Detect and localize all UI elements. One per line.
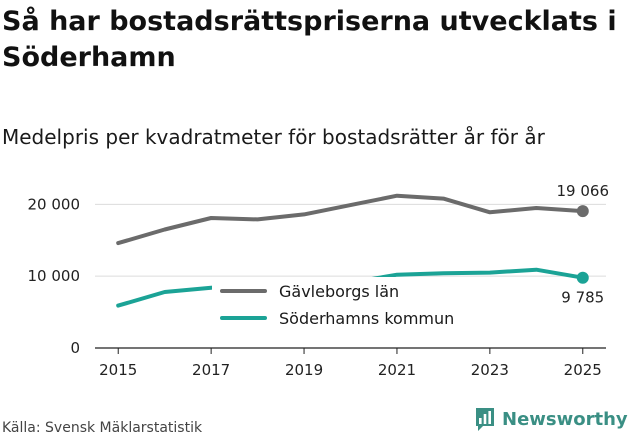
series-end-marker bbox=[576, 271, 589, 284]
series-line-gavleborg bbox=[116, 193, 585, 246]
end-labels: 19 066 9 785 bbox=[557, 182, 610, 307]
series-end-label: 19 066 bbox=[557, 182, 610, 200]
legend-label: Söderhamns kommun bbox=[279, 309, 454, 328]
chart-subtitle: Medelpris per kvadratmeter för bostadsrä… bbox=[2, 125, 545, 149]
grid-lines bbox=[95, 203, 606, 277]
legend-label: Gävleborgs län bbox=[279, 282, 399, 301]
series-end-marker bbox=[576, 205, 589, 218]
x-tick-label: 2023 bbox=[471, 361, 509, 379]
source-note: Källa: Svensk Mäklarstatistik bbox=[2, 420, 203, 436]
legend: Gävleborgs län Söderhamns kommun bbox=[212, 277, 482, 334]
legend-background bbox=[212, 277, 482, 334]
newsworthy-logo-icon bbox=[476, 408, 494, 431]
y-tick-label: 0 bbox=[70, 339, 80, 357]
chart-title: Så har bostadsrättspriserna utvecklats i… bbox=[2, 6, 617, 73]
line-chart: 0 10 000 20 000 2015 2017 2019 2021 2023 2025 Gä… bbox=[28, 182, 610, 379]
x-tick-label: 2015 bbox=[99, 361, 137, 379]
y-tick-label: 10 000 bbox=[28, 267, 81, 285]
newsworthy-logo[interactable]: Newsworthy bbox=[474, 406, 628, 432]
y-tick-label: 20 000 bbox=[28, 195, 81, 213]
axes: 0 10 000 20 000 2015 2017 2019 2021 2023 2025 bbox=[28, 195, 606, 379]
x-tick-label: 2025 bbox=[564, 361, 602, 379]
newsworthy-logo-text: Newsworthy bbox=[502, 408, 628, 430]
x-tick-label: 2021 bbox=[378, 361, 416, 379]
x-tick-label: 2017 bbox=[192, 361, 230, 379]
x-tick-label: 2019 bbox=[285, 361, 323, 379]
series-end-label: 9 785 bbox=[561, 289, 604, 307]
